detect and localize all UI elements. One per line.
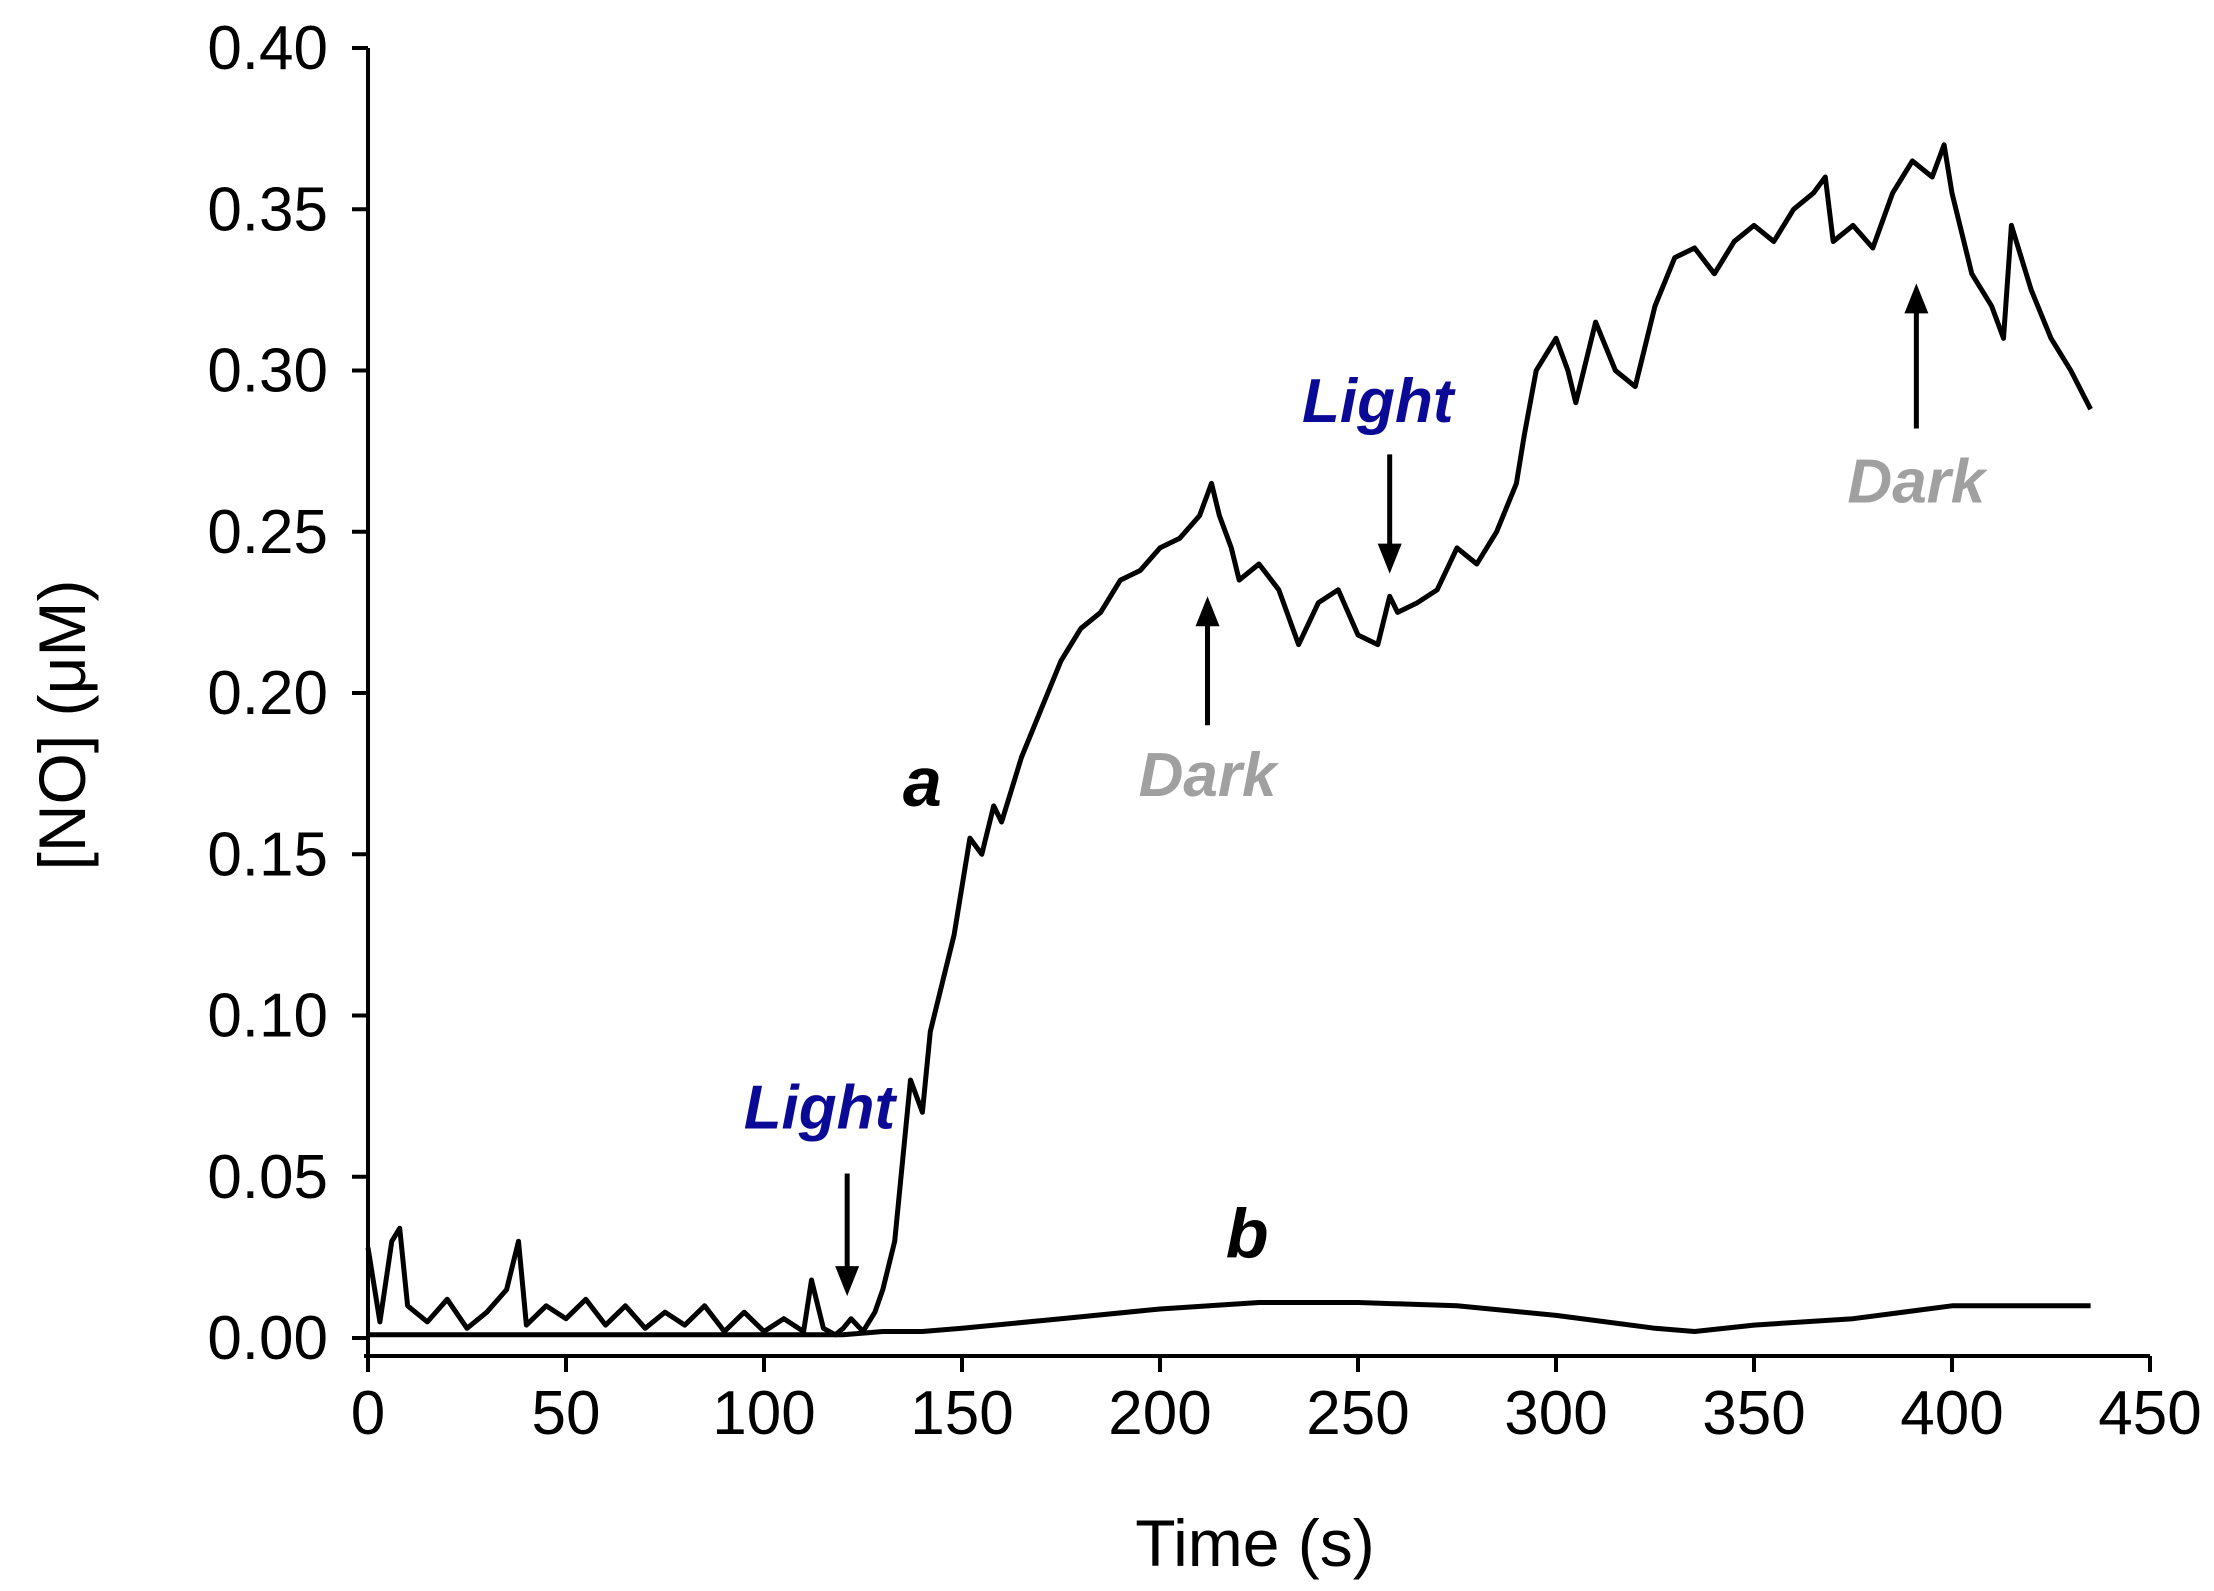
x-tick-label: 0 (351, 1379, 385, 1448)
axes: 0 50 100 150 200 250 300 350 400 450 0.00 0.05 0.10 0… (207, 14, 2201, 1448)
series-a-line (365, 142, 2093, 1338)
x-axis-title: Time (s) (1135, 1506, 1375, 1580)
series-b-line (368, 1300, 2091, 1338)
y-tick-label: 0.40 (207, 14, 328, 83)
arrow-down-icon (835, 1266, 860, 1297)
x-tick-label: 50 (532, 1379, 601, 1448)
x-tick-label: 150 (910, 1379, 1013, 1448)
y-tick-label: 0.30 (207, 337, 328, 406)
arrow-down-icon (1377, 543, 1402, 574)
curve-label-a: a (903, 743, 942, 821)
arrow-up-icon (1195, 596, 1220, 627)
y-tick-label: 0.00 (207, 1304, 328, 1373)
y-tick-label: 0.10 (207, 982, 328, 1051)
annotation-label: Dark (1847, 448, 1988, 517)
x-tick-label: 400 (1900, 1379, 2003, 1448)
y-tick-label: 0.35 (207, 175, 328, 244)
annotation-label: Dark (1139, 741, 1280, 810)
y-tick-label: 0.20 (207, 659, 328, 728)
x-tick-label: 100 (712, 1379, 815, 1448)
annotation-label: Light (1302, 367, 1456, 436)
curve-label-b: b (1226, 1194, 1269, 1272)
annotation-dark-4: Dark (1847, 283, 1989, 517)
plot-area: a b Light Dark Light Dark (365, 142, 2093, 1338)
x-tick-label: 250 (1306, 1379, 1409, 1448)
y-tick-label: 0.15 (207, 820, 328, 889)
annotation-light-1: Light (744, 1073, 898, 1297)
x-tick-label: 350 (1702, 1379, 1805, 1448)
y-tick-label: 0.25 (207, 498, 328, 567)
x-tick-label: 450 (2098, 1379, 2201, 1448)
annotation-light-3: Light (1302, 367, 1456, 574)
x-tick-label: 300 (1504, 1379, 1607, 1448)
arrow-up-icon (1904, 283, 1929, 314)
annotation-label: Light (744, 1073, 898, 1142)
x-tick-label: 200 (1108, 1379, 1211, 1448)
y-tick-label: 0.05 (207, 1143, 328, 1212)
y-axis-title: [NO] (μM) (25, 580, 99, 871)
annotation-dark-2: Dark (1139, 596, 1280, 810)
